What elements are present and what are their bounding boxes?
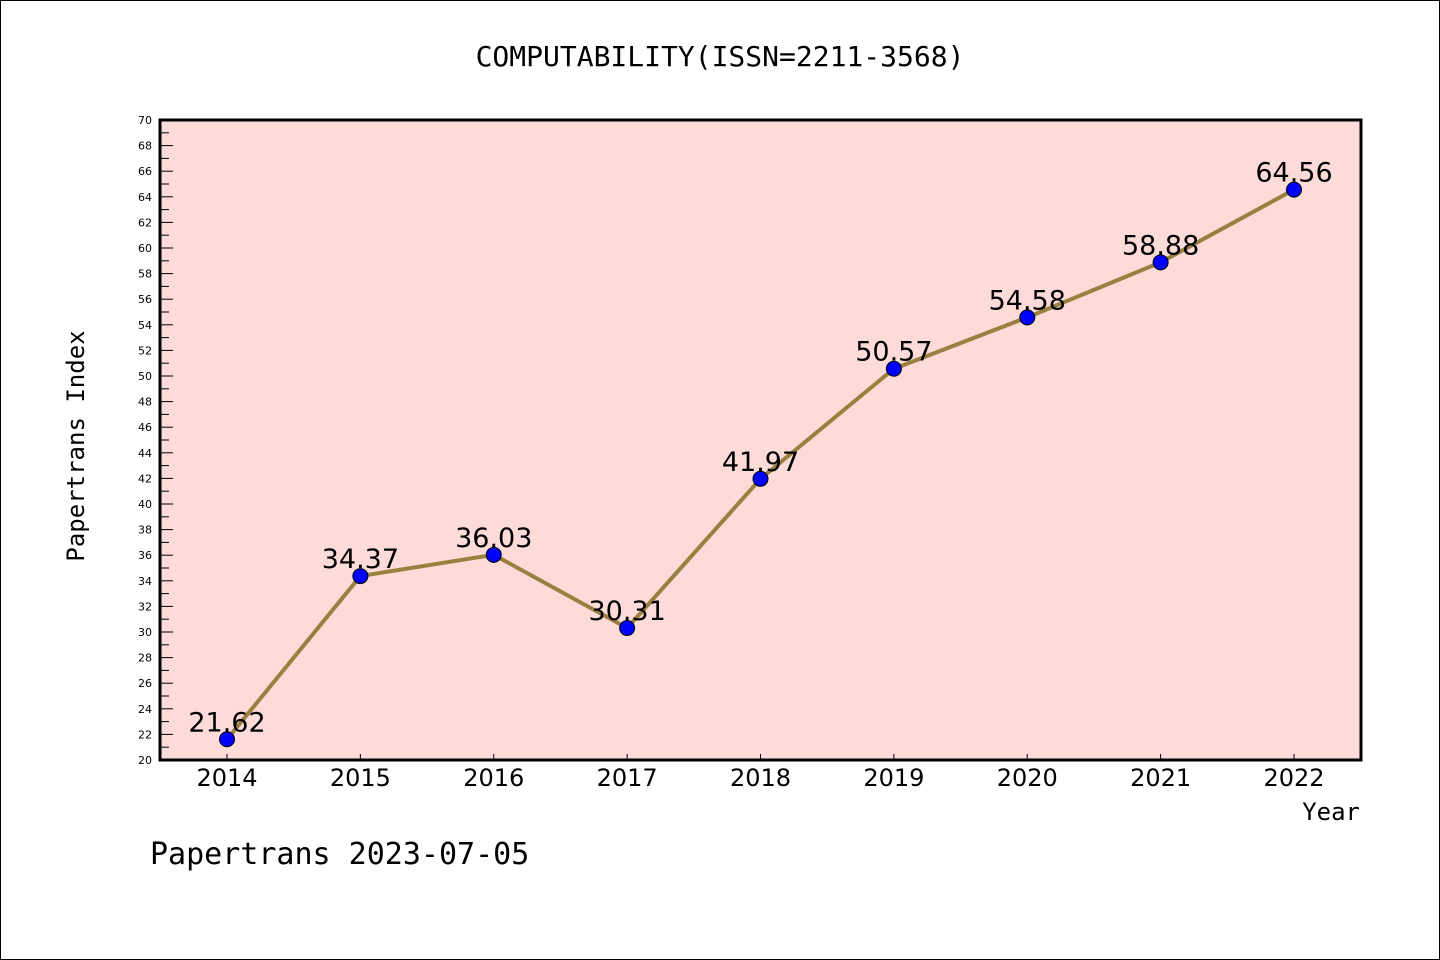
y-tick-label: 68 bbox=[138, 140, 152, 153]
data-label: 34.37 bbox=[322, 544, 399, 575]
y-tick-label: 64 bbox=[138, 191, 152, 204]
y-tick-label: 52 bbox=[138, 344, 152, 357]
x-tick-label: 2017 bbox=[597, 764, 658, 792]
data-label: 36.03 bbox=[455, 523, 532, 554]
data-point bbox=[485, 546, 502, 563]
y-axis: 20 22 24 26 28 30 32 34 36 38 40 42 44 46 48 50 52 54 56 58… bbox=[138, 114, 173, 767]
x-tick-label: 2020 bbox=[997, 764, 1058, 792]
y-tick-label: 28 bbox=[138, 652, 152, 665]
y-tick-label: 22 bbox=[138, 728, 152, 741]
data-labels: 21.62 34.37 36.03 30.31 41.97 50.57 54.58 58.88… bbox=[188, 158, 1332, 739]
y-tick-label: 58 bbox=[138, 268, 152, 281]
y-tick-label: 62 bbox=[138, 216, 152, 229]
y-tick-label: 34 bbox=[138, 575, 152, 588]
y-tick-label: 66 bbox=[138, 165, 152, 178]
y-tick-label: 70 bbox=[138, 114, 152, 127]
x-tick-label: 2022 bbox=[1263, 764, 1324, 792]
x-tick-label: 2015 bbox=[330, 764, 391, 792]
x-tick-label: 2016 bbox=[463, 764, 524, 792]
x-axis: 2014 2015 2016 2017 2018 2019 2020 2021 2022 bbox=[196, 754, 1325, 792]
x-axis-label: Year bbox=[1302, 798, 1360, 826]
data-point bbox=[752, 470, 769, 487]
plot-area bbox=[160, 120, 1361, 760]
y-tick-label: 40 bbox=[138, 498, 152, 511]
y-tick-label: 46 bbox=[138, 421, 152, 434]
y-tick-label: 38 bbox=[138, 524, 152, 537]
chart-title: COMPUTABILITY(ISSN=2211-3568) bbox=[476, 40, 965, 73]
y-tick-label: 56 bbox=[138, 293, 152, 306]
y-tick-label: 30 bbox=[138, 626, 152, 639]
footer-text: Papertrans 2023-07-05 bbox=[150, 837, 529, 872]
plot-border bbox=[158, 118, 1363, 762]
y-tick-label: 50 bbox=[138, 370, 152, 383]
data-point bbox=[1286, 181, 1302, 198]
data-label: 58.88 bbox=[1122, 230, 1199, 261]
data-label: 50.57 bbox=[855, 337, 932, 368]
data-label: 30.31 bbox=[588, 596, 665, 627]
data-point bbox=[352, 568, 369, 585]
data-point bbox=[619, 620, 636, 637]
data-label: 41.97 bbox=[722, 447, 799, 478]
data-point bbox=[1019, 309, 1036, 326]
y-tick-label: 44 bbox=[138, 447, 152, 460]
data-point bbox=[1152, 254, 1169, 271]
x-tick-label: 2014 bbox=[196, 764, 257, 792]
y-axis-label: Papertrans Index bbox=[62, 330, 90, 561]
data-label: 54.58 bbox=[989, 285, 1066, 316]
x-tick-label: 2018 bbox=[730, 764, 791, 792]
series-papertrans-index bbox=[219, 181, 1302, 748]
data-label: 21.62 bbox=[188, 707, 265, 738]
y-tick-label: 60 bbox=[138, 242, 152, 255]
x-tick-label: 2019 bbox=[863, 764, 924, 792]
y-tick-label: 24 bbox=[138, 703, 152, 716]
y-tick-label: 20 bbox=[138, 754, 152, 767]
y-tick-label: 36 bbox=[138, 549, 152, 562]
y-tick-label: 54 bbox=[138, 319, 152, 332]
data-point bbox=[219, 731, 235, 748]
data-point bbox=[885, 360, 902, 377]
x-tick-label: 2021 bbox=[1130, 764, 1191, 792]
y-tick-label: 26 bbox=[138, 677, 152, 690]
y-tick-label: 32 bbox=[138, 600, 152, 613]
y-tick-label: 48 bbox=[138, 396, 152, 409]
y-tick-label: 42 bbox=[138, 472, 152, 485]
data-label: 64.56 bbox=[1255, 158, 1332, 189]
